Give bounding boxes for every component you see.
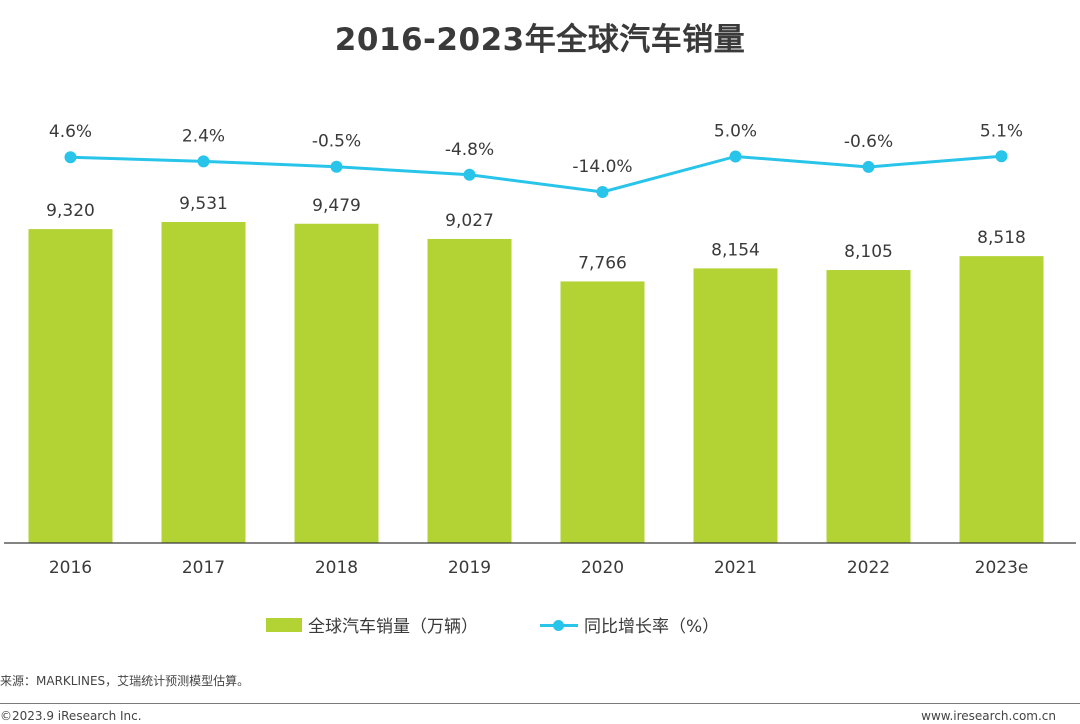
bar-value-label-2023e: 8,518 — [977, 228, 1026, 248]
growth-line-layer — [64, 150, 1008, 198]
sales-chart: 9,320 2016 9,531 2017 9,479 2018 9,027 2019 7,76… — [4, 121, 1076, 578]
growth-label-2017: 2.4% — [182, 126, 225, 146]
growth-point-2023e — [995, 150, 1008, 163]
footer-divider — [0, 703, 1080, 704]
growth-label-2020: -14.0% — [572, 157, 632, 177]
growth-point-2021 — [729, 150, 742, 163]
x-tick-label-2016: 2016 — [49, 558, 92, 578]
source-note: 来源：MARKLINES，艾瑞统计预测模型估算。 — [0, 674, 250, 688]
growth-rate-line — [70, 154, 1002, 194]
bar-2019 — [427, 238, 512, 544]
website-link[interactable]: www.iresearch.com.cn — [921, 709, 1056, 723]
chart-title: 2016-2023年全球汽车销量 — [334, 22, 746, 58]
legend: 全球汽车销量（万辆） 同比增长率（%） — [0, 612, 1080, 638]
labels-layer: 9,320 2016 9,531 2017 9,479 2018 9,027 2019 7,76… — [46, 121, 1028, 578]
bars-layer — [28, 222, 1044, 544]
growth-point-2017 — [197, 155, 210, 168]
bar-2022 — [826, 270, 911, 543]
bar-value-label-2022: 8,105 — [844, 242, 893, 262]
bar-2017 — [161, 222, 246, 543]
copyright-text: ©2023.9 iResearch Inc. — [0, 709, 142, 723]
growth-label-2016: 4.6% — [49, 122, 92, 142]
bar-value-label-2021: 8,154 — [711, 240, 760, 260]
x-tick-label-2019: 2019 — [448, 558, 491, 578]
bar-value-label-2017: 9,531 — [179, 194, 228, 214]
growth-point-2018 — [330, 160, 343, 173]
x-tick-label-2018: 2018 — [315, 558, 358, 578]
bar-value-label-2018: 9,479 — [312, 196, 361, 216]
growth-point-2019 — [463, 168, 476, 181]
growth-label-2022: -0.6% — [844, 132, 893, 152]
x-tick-label-2023e: 2023e — [975, 558, 1029, 578]
legend-swatch-bar — [266, 617, 302, 632]
bar-2016 — [28, 229, 113, 543]
bar-2018 — [294, 223, 379, 543]
legend-swatch-line — [540, 618, 578, 632]
legend-label-growth: 同比增长率（%） — [584, 617, 720, 637]
bar-2021 — [693, 268, 778, 543]
legend-item-sales: 全球汽车销量（万辆） — [266, 612, 478, 637]
x-tick-label-2021: 2021 — [714, 558, 757, 578]
bar-2023e — [959, 256, 1044, 543]
growth-label-2023e: 5.1% — [980, 121, 1023, 141]
x-tick-label-2017: 2017 — [182, 558, 225, 578]
growth-point-2022 — [862, 160, 875, 173]
legend-item-growth: 同比增长率（%） — [540, 612, 719, 637]
bar-value-label-2020: 7,766 — [578, 253, 627, 273]
legend-label-sales: 全球汽车销量（万辆） — [308, 617, 478, 637]
bar-2020 — [560, 281, 645, 543]
x-tick-label-2022: 2022 — [847, 558, 890, 578]
growth-label-2021: 5.0% — [714, 121, 757, 141]
bar-value-label-2019: 9,027 — [445, 211, 494, 231]
growth-label-2019: -4.8% — [445, 140, 494, 160]
growth-point-2020 — [596, 186, 609, 198]
growth-point-2016 — [64, 151, 77, 164]
x-tick-label-2020: 2020 — [581, 558, 624, 578]
growth-label-2018: -0.5% — [312, 132, 361, 152]
bar-value-label-2016: 9,320 — [46, 201, 95, 221]
